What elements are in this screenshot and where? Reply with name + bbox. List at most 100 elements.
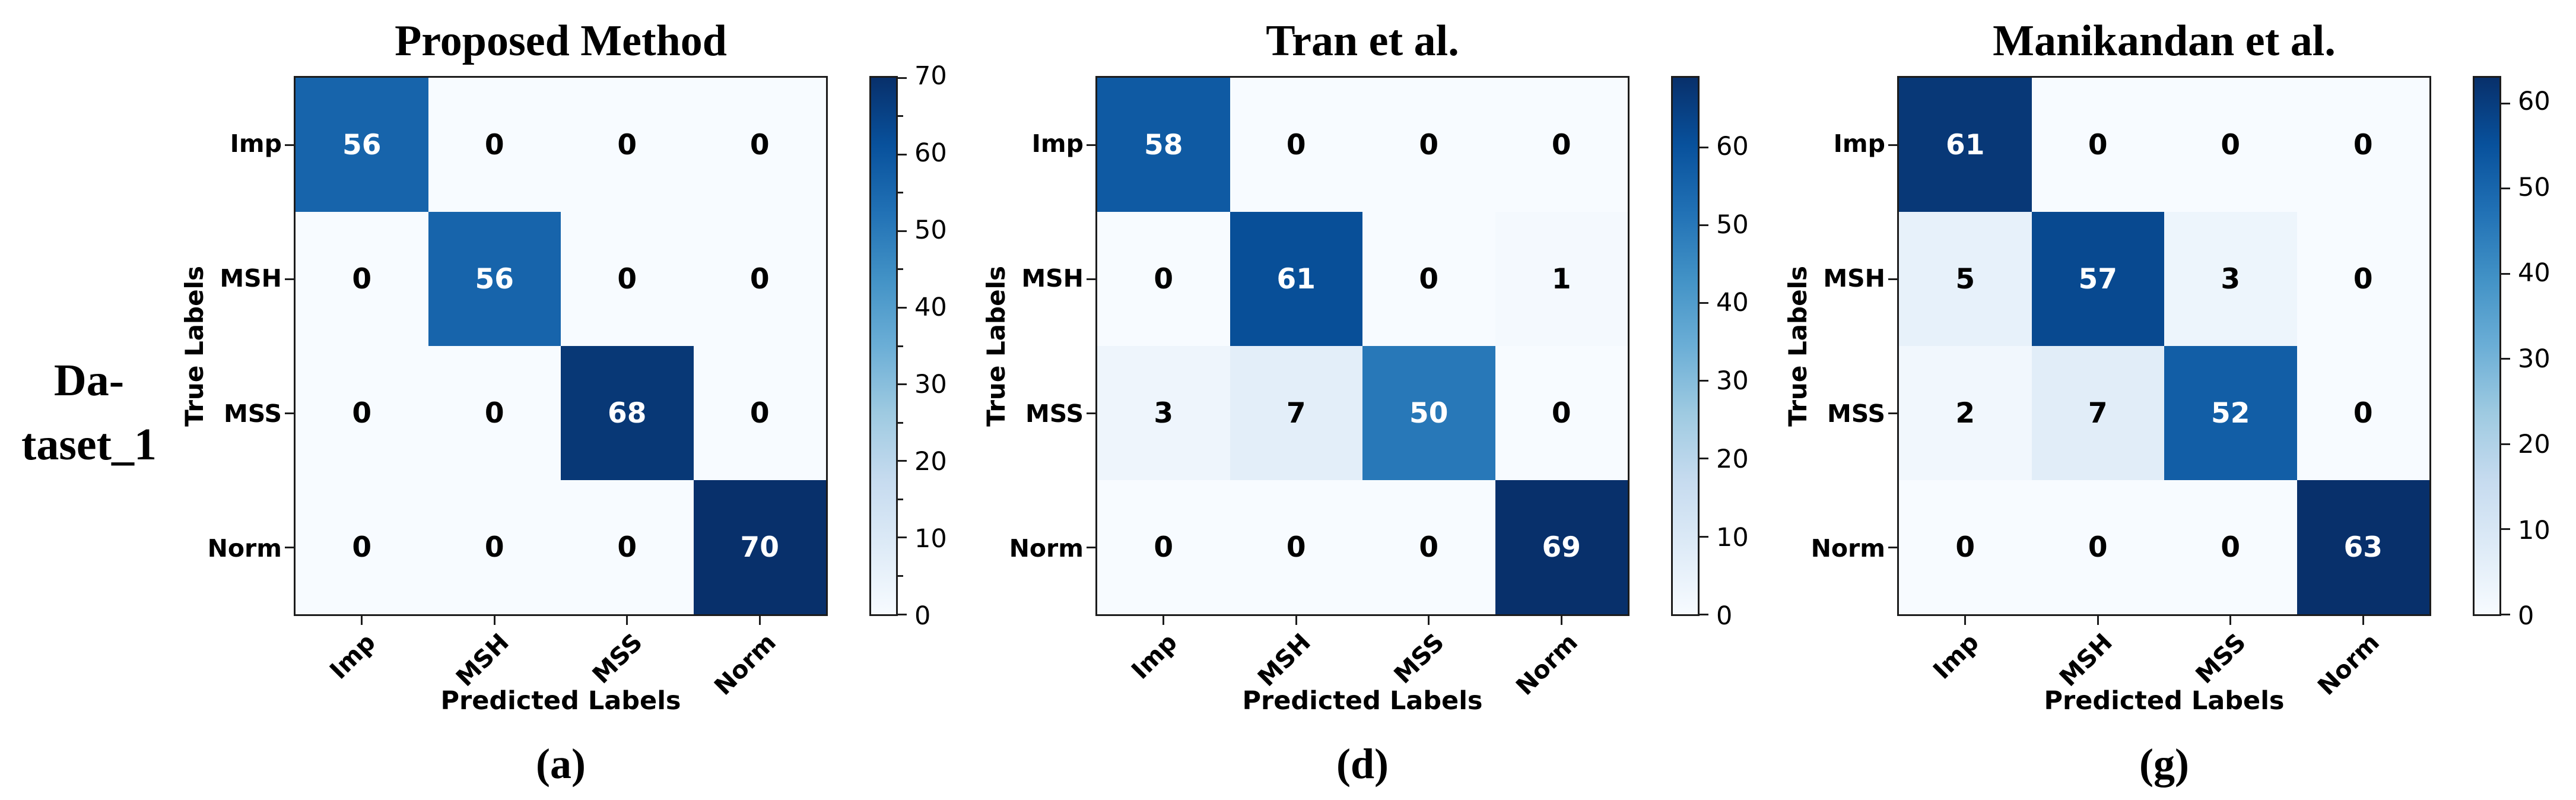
y-tick-labels: Imp MSH MSS Norm xyxy=(1009,76,1095,616)
matrix-cell-MSS-Norm: 0 xyxy=(1495,346,1628,480)
colorbar-tick-label-20: 20 xyxy=(1716,445,1749,475)
colorbar-tick-mark xyxy=(1700,535,1708,538)
colorbar-tick-label-60: 60 xyxy=(2518,87,2550,117)
dataset-row-label: Da- taset_1 xyxy=(0,0,178,800)
x-tick-mark xyxy=(493,616,495,625)
matrix-cell-Norm-MSH: 0 xyxy=(2031,480,2164,614)
colorbar-tick-label-40: 40 xyxy=(2518,258,2550,288)
colorbar-tick-mark xyxy=(898,383,907,386)
x-tick-mark xyxy=(1964,616,1967,625)
matrix-cell-MSH-MSS: 0 xyxy=(561,212,694,346)
colorbar-minor-tick-mark xyxy=(898,268,903,271)
x-tick-labels: Imp MSH MSS Norm xyxy=(1897,616,2431,701)
y-tick-mark xyxy=(1888,144,1897,146)
x-tick-mark xyxy=(361,616,363,625)
colorbar-tick-mark xyxy=(2501,272,2510,275)
matrix-cell-MSS-Norm: 0 xyxy=(2297,346,2429,480)
matrix-cell-Imp-MSH: 0 xyxy=(428,78,561,212)
colorbar-tick-mark xyxy=(898,77,907,79)
matrix-cell-MSH-Imp: 5 xyxy=(1899,212,2032,346)
matrix-cell-MSS-MSS: 50 xyxy=(1362,346,1495,480)
colorbar-tick-label-30: 30 xyxy=(2518,344,2550,374)
x-axis-title: Predicted Labels xyxy=(2044,686,2285,716)
y-tick-Imp: Imp xyxy=(1833,129,1885,158)
x-tick-mark xyxy=(758,616,761,625)
matrix-cell-Imp-Imp: 56 xyxy=(296,78,428,212)
matrix-cell-MSS-MSH: 7 xyxy=(2031,346,2164,480)
panel-title: Tran et al. xyxy=(1266,17,1459,65)
matrix-cell-Imp-Imp: 58 xyxy=(1097,78,1230,212)
colorbar-tick-label-10: 10 xyxy=(1716,523,1749,553)
x-tick-Imp: Imp xyxy=(1125,628,1183,685)
matrix-cell-MSH-Imp: 0 xyxy=(1097,212,1230,346)
y-tick-mark xyxy=(285,412,294,414)
colorbar-tick-label-60: 60 xyxy=(914,138,947,168)
x-tick-labels: Imp MSH MSS Norm xyxy=(294,616,828,701)
x-tick-Imp: Imp xyxy=(1927,628,1984,685)
matrix-cell-Imp-Imp: 61 xyxy=(1899,78,2032,212)
matrix-cell-MSH-MSH: 56 xyxy=(428,212,561,346)
matrix-cell-MSH-MSH: 57 xyxy=(2031,212,2164,346)
confusion-matrix-grid: 58 0 0 0 0 61 0 1 3 7 50 0 0 0 0 69 xyxy=(1097,78,1628,614)
y-axis-title: True Labels xyxy=(982,265,1011,427)
colorbar-tick-mark xyxy=(2501,358,2510,360)
colorbar-tick-mark xyxy=(898,613,907,615)
colorbar-tick-label-20: 20 xyxy=(914,447,947,477)
colorbar-tick-label-30: 30 xyxy=(914,370,947,399)
x-tick-mark xyxy=(2097,616,2099,625)
matrix-cell-MSS-MSH: 0 xyxy=(428,346,561,480)
x-tick-MSH: MSH xyxy=(1252,628,1316,692)
panel-title: Proposed Method xyxy=(395,17,727,65)
y-tick-MSS: MSS xyxy=(1827,399,1885,428)
y-tick-mark xyxy=(1087,546,1095,548)
colorbar-tick-mark xyxy=(2501,188,2510,190)
x-tick-MSS: MSS xyxy=(1388,628,1450,690)
matrix-cell-Norm-MSH: 0 xyxy=(428,480,561,614)
matrix-cell-MSS-MSH: 7 xyxy=(1230,346,1362,480)
x-tick-labels: Imp MSH MSS Norm xyxy=(1095,616,1630,701)
colorbar-tick-label-0: 0 xyxy=(2518,601,2534,631)
colorbar xyxy=(869,76,907,616)
colorbar-tick-mark xyxy=(2501,528,2510,531)
heatmap-frame: 56 0 0 0 0 56 0 0 0 0 68 0 0 0 0 70 xyxy=(285,76,828,625)
matrix-cell-Norm-Norm: 63 xyxy=(2297,480,2429,614)
colorbar-tick-label-40: 40 xyxy=(914,293,947,322)
y-axis-title: True Labels xyxy=(180,265,209,427)
y-tick-Imp: Imp xyxy=(230,129,282,158)
colorbar-minor-tick-mark xyxy=(898,498,903,500)
y-tick-Norm: Norm xyxy=(1009,534,1084,563)
y-tick-mark xyxy=(1888,546,1897,548)
subplot-caption: (a) xyxy=(536,740,586,788)
colorbar-minor-tick-mark xyxy=(898,345,903,347)
subplot-caption: (g) xyxy=(2139,740,2189,788)
x-tick-mark xyxy=(626,616,628,625)
matrix-cell-MSH-Norm: 1 xyxy=(1495,212,1628,346)
panel-proposed-method: Proposed Method True Labels Imp MSH MSS Nor… xyxy=(178,0,969,789)
confusion-matrix-grid: 56 0 0 0 0 56 0 0 0 0 68 0 0 0 0 70 xyxy=(296,78,826,614)
matrix-cell-MSS-Imp: 2 xyxy=(1899,346,2032,480)
y-tick-MSH: MSH xyxy=(1823,264,1885,293)
colorbar-tick-label-70: 70 xyxy=(914,61,947,91)
x-tick-MSH: MSH xyxy=(2053,628,2118,692)
matrix-cell-Imp-Norm: 0 xyxy=(2297,78,2429,212)
colorbar-tick-label-50: 50 xyxy=(1716,209,1749,240)
subplot-caption: (d) xyxy=(1336,740,1389,788)
colorbar-tick-label-0: 0 xyxy=(914,601,931,631)
matrix-cell-MSH-MSH: 61 xyxy=(1230,212,1362,346)
matrix-cell-MSH-Imp: 0 xyxy=(296,212,428,346)
colorbar-tick-mark xyxy=(1700,302,1708,304)
matrix-cell-Norm-Imp: 0 xyxy=(1097,480,1230,614)
x-tick-mark xyxy=(1560,616,1562,625)
y-tick-mark xyxy=(285,278,294,280)
y-tick-mark xyxy=(1087,278,1095,280)
matrix-cell-Norm-Imp: 0 xyxy=(1899,480,2032,614)
matrix-cell-Imp-Norm: 0 xyxy=(693,78,826,212)
matrix-cell-MSH-Norm: 0 xyxy=(2297,212,2429,346)
y-tick-labels: Imp MSH MSS Norm xyxy=(1811,76,1897,616)
colorbar-minor-tick-mark xyxy=(898,115,903,118)
colorbar-tick-label-40: 40 xyxy=(1716,288,1749,318)
matrix-cell-MSS-Norm: 0 xyxy=(693,346,826,480)
y-tick-Imp: Imp xyxy=(1031,129,1084,158)
colorbar-tick-label-10: 10 xyxy=(914,524,947,554)
